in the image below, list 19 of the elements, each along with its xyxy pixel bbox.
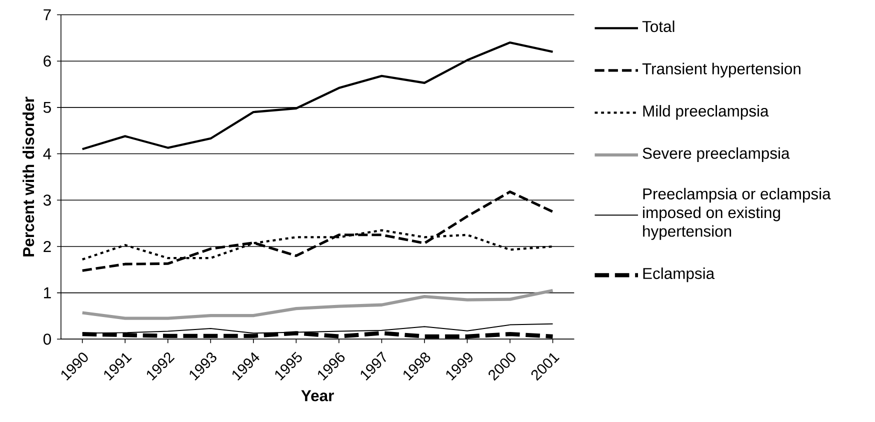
y-tick-label: 1 bbox=[44, 288, 51, 298]
legend-label: Mild preeclampsia bbox=[643, 105, 769, 120]
y-tick-label: 5 bbox=[43, 102, 51, 114]
legend-label: Severe preeclampsia bbox=[642, 147, 790, 162]
legend-label: Total bbox=[642, 20, 674, 32]
line-series bbox=[80, 289, 554, 320]
y-tick-label: 2 bbox=[44, 241, 51, 252]
line-series bbox=[81, 190, 554, 272]
y-tick-label: 3 bbox=[43, 194, 51, 206]
x-axis-title: Year bbox=[301, 390, 334, 402]
y-tick-label: 7 bbox=[44, 9, 51, 20]
legend-label: Transient hypertension bbox=[642, 62, 800, 78]
legend-label: Preeclampsia or eclampsia imposed on existing hypertension bbox=[643, 188, 831, 240]
y-tick-label: 6 bbox=[44, 56, 51, 67]
y-tick-label: 4 bbox=[43, 148, 52, 160]
legend-label: Eclampsia bbox=[643, 268, 715, 282]
y-axis-title: Percent with disorder bbox=[22, 96, 34, 256]
y-tick-label: 0 bbox=[43, 334, 51, 345]
line-series bbox=[81, 42, 554, 150]
